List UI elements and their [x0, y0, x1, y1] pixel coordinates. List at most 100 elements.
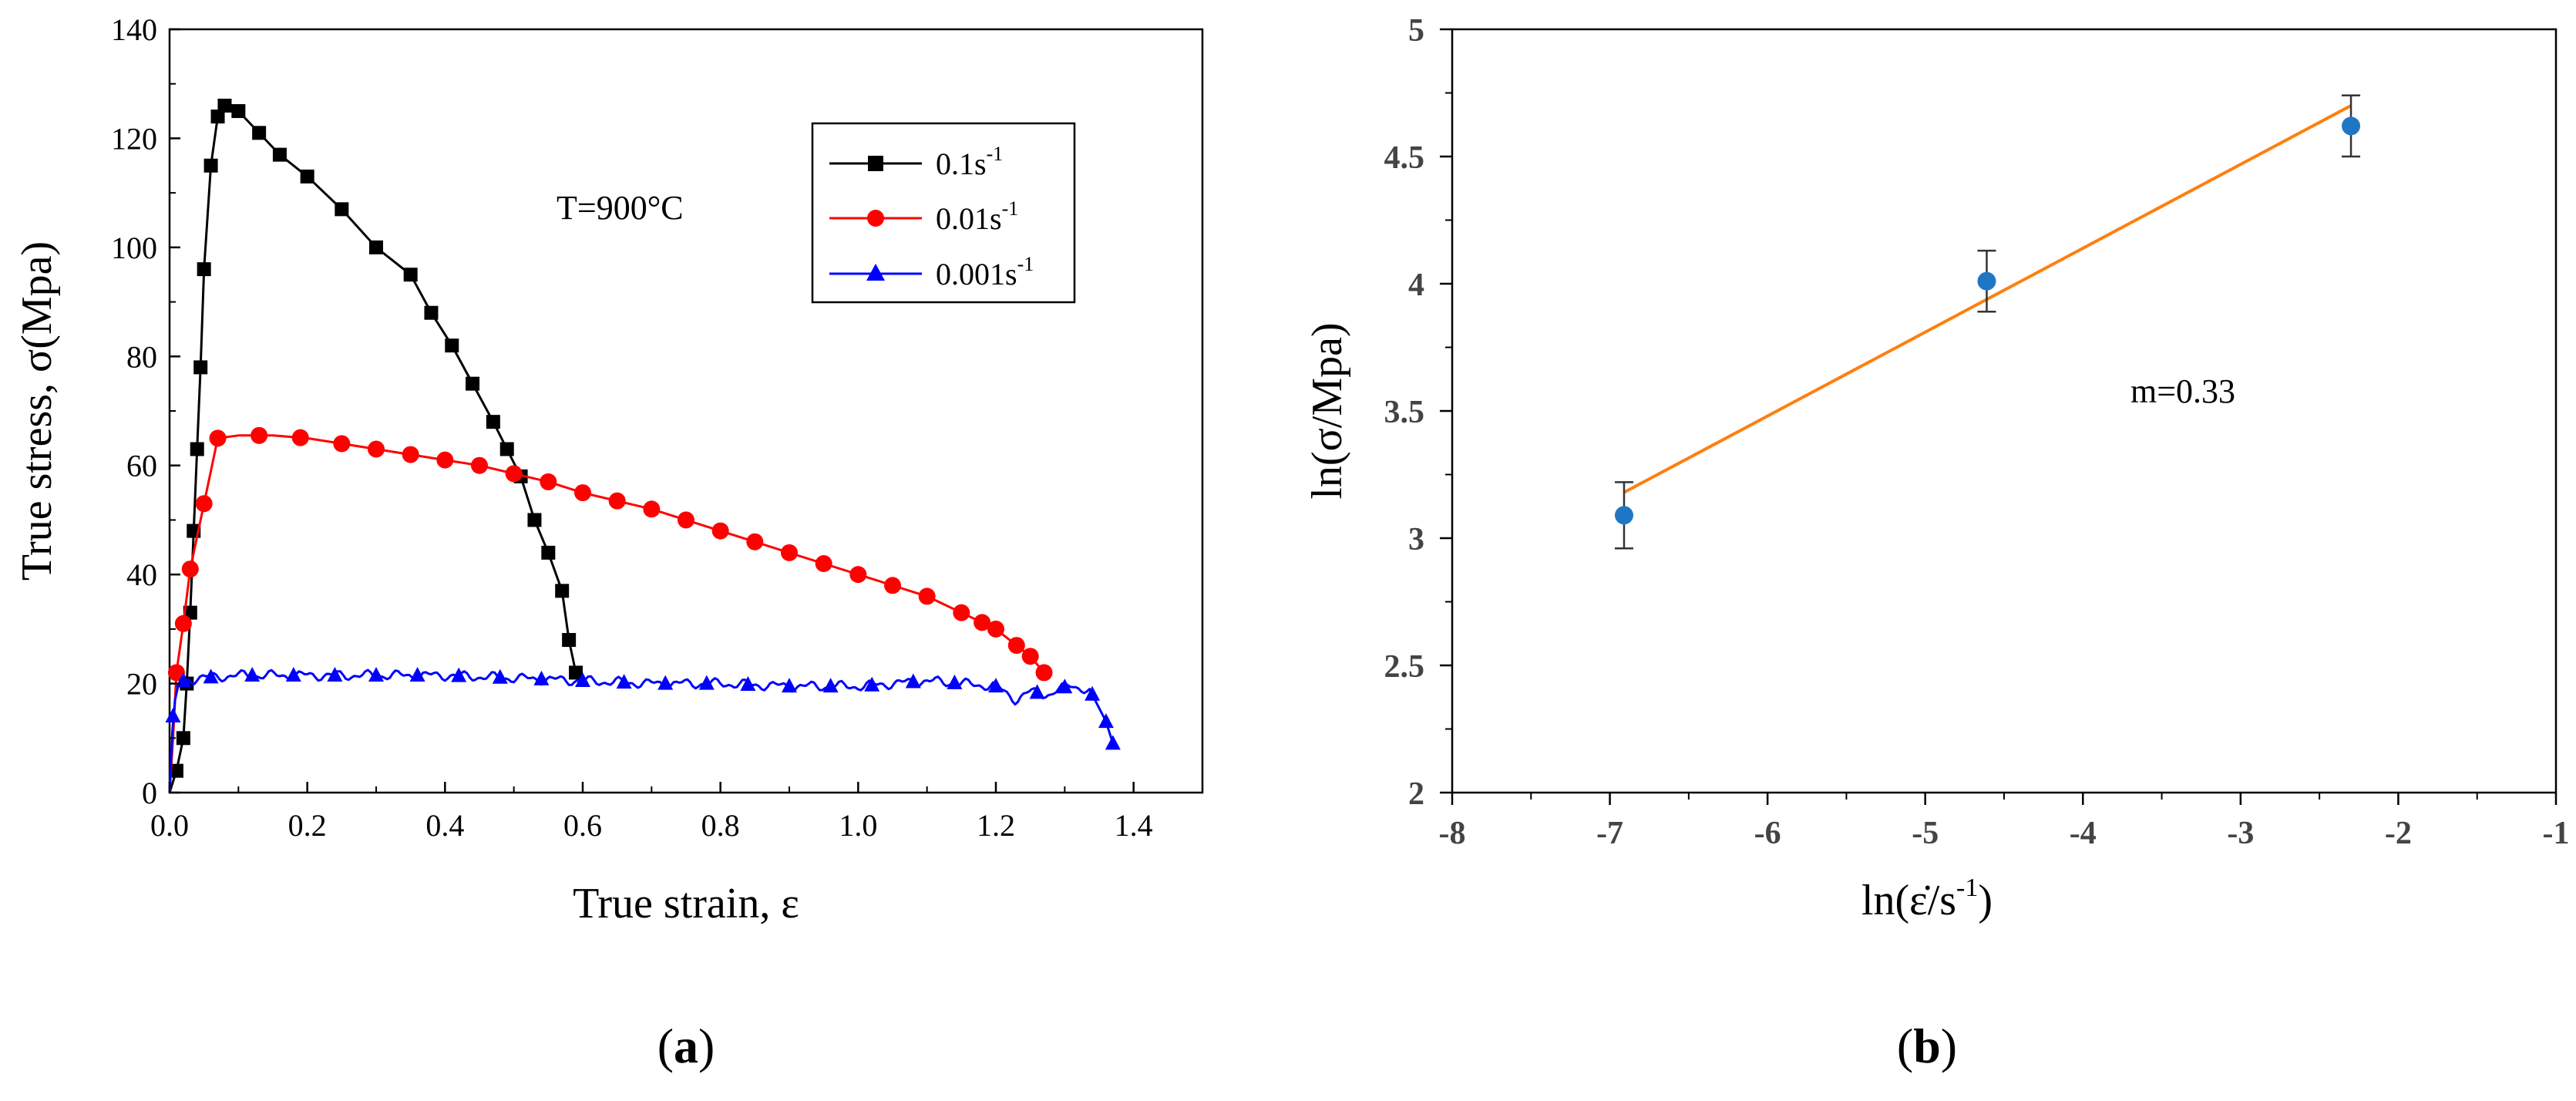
data-point-0.1	[403, 268, 418, 282]
svg-text:0.001s-1: 0.001s-1	[936, 253, 1034, 291]
data-point-0.001	[1085, 685, 1101, 701]
series-line-0.01	[168, 434, 1045, 793]
data-point-0.001	[1105, 735, 1121, 750]
x-tick-label: -5	[1912, 816, 1939, 851]
data-point-0.1	[190, 442, 204, 456]
x-tick-label: 1.4	[1115, 808, 1153, 843]
x-tick-label: -2	[2385, 816, 2412, 851]
data-point-0.01	[471, 456, 488, 474]
data-point-0.001	[1098, 713, 1114, 729]
data-point-0.001	[451, 667, 467, 682]
data-point-0.001	[575, 672, 590, 688]
data-point	[2342, 116, 2361, 136]
data-point-0.01	[167, 664, 185, 682]
data-point-0.001	[905, 673, 921, 689]
data-point	[1977, 271, 1996, 291]
data-point-0.1	[210, 109, 225, 124]
data-point-0.1	[527, 513, 542, 527]
x-tick-label: 1.0	[839, 808, 877, 843]
panel-a-letter: a	[674, 1019, 698, 1073]
data-point-0.001	[698, 675, 715, 690]
chart-b-x-axis-label-main: ln(ε̇/s	[1861, 877, 1956, 924]
data-point-0.1	[169, 763, 183, 778]
legend-label-0.001: 0.001s	[936, 257, 1017, 291]
legend-entry-0.01: 0.01s-1	[829, 197, 1018, 236]
chart-a-annotation: T=900°C	[557, 189, 684, 227]
chart-b-annotation: m=0.33	[2130, 372, 2235, 410]
legend-label-0.01: 0.01s	[936, 201, 1002, 236]
x-tick-label: 0.4	[425, 808, 464, 843]
data-point-0.001	[368, 666, 384, 682]
x-tick-label: -6	[1754, 816, 1781, 851]
data-point-0.1	[562, 633, 577, 647]
y-tick-label: 3	[1408, 522, 1424, 557]
data-point-0.001	[285, 666, 301, 682]
legend-marker-circle	[867, 210, 884, 227]
legend-sup-0.1: -1	[987, 143, 1004, 165]
data-point-0.01	[436, 451, 454, 469]
x-tick-label: -4	[2070, 816, 2097, 851]
y-tick-label: 120	[111, 121, 157, 156]
data-point-0.001	[616, 674, 632, 689]
legend-entry-0.001: 0.001s-1	[829, 253, 1034, 291]
data-point-0.001	[782, 678, 797, 693]
data-point-0.01	[209, 429, 227, 447]
y-tick-label: 100	[111, 231, 157, 265]
data-point-0.001	[492, 668, 508, 684]
chart-a-x-axis-label: True strain, ε	[573, 880, 799, 928]
panel-b-letter: b	[1913, 1019, 1941, 1073]
data-point-0.001	[657, 675, 674, 690]
data-point-0.01	[781, 544, 798, 561]
data-point-0.1	[231, 104, 246, 119]
y-tick-label: 0	[142, 776, 157, 810]
y-tick-label: 80	[126, 339, 157, 374]
chart-b-x-axis-label: ln(ε̇/s-1)	[1861, 874, 1993, 924]
data-point-0.1	[193, 360, 208, 375]
data-point-0.01	[849, 566, 867, 584]
data-point-0.001	[165, 708, 181, 722]
data-point-0.001	[409, 666, 425, 682]
data-point-0.01	[711, 522, 729, 540]
data-point-0.1	[203, 158, 218, 173]
x-tick-label: -1	[2543, 816, 2570, 851]
y-tick-label: 2	[1408, 776, 1424, 812]
x-tick-label: 0.2	[288, 808, 327, 843]
y-tick-label: 40	[126, 557, 157, 592]
data-point-0.01	[251, 426, 268, 444]
x-tick-label: -7	[1596, 816, 1623, 851]
series-line-0.1	[168, 104, 577, 793]
data-point-0.01	[181, 561, 199, 578]
data-point-0.01	[402, 446, 419, 463]
data-point-0.1	[335, 202, 349, 217]
data-point-0.001	[947, 674, 963, 689]
data-point-0.01	[815, 555, 832, 572]
series-line-0.001	[168, 668, 1113, 793]
chart-a-legend: 0.1s-1 0.01s-1 0.001s-1	[811, 122, 1076, 304]
svg-text:0.01s-1: 0.01s-1	[936, 197, 1018, 236]
legend-marker-square	[868, 156, 883, 171]
y-tick-label: 60	[126, 449, 157, 483]
chart-b-x-axis-label-sup: -1	[1956, 874, 1978, 902]
chart-a-y-axis-label: True stress, σ(Mpa)	[13, 241, 61, 581]
legend-sup-0.001: -1	[1017, 253, 1034, 275]
data-point-0.01	[746, 533, 764, 550]
chart-b-y-axis-label: ln(σ/Mpa)	[1303, 322, 1351, 499]
x-tick-label: 0.0	[150, 808, 189, 843]
svg-text:0.1s-1: 0.1s-1	[936, 143, 1003, 181]
data-point-0.01	[174, 614, 192, 632]
legend-entry-0.1: 0.1s-1	[829, 143, 1003, 181]
data-point-0.01	[884, 577, 901, 594]
x-tick-label: -3	[2227, 816, 2254, 851]
data-point-0.01	[1035, 664, 1053, 682]
data-point-0.01	[333, 435, 351, 453]
y-tick-label: 20	[126, 667, 157, 702]
y-tick-label: 2.5	[1384, 649, 1425, 685]
data-point-0.01	[1021, 648, 1039, 665]
data-point-0.001	[740, 675, 756, 691]
data-point-0.01	[505, 465, 523, 483]
data-point-0.1	[272, 147, 287, 162]
data-point-0.01	[291, 429, 309, 446]
legend-marker-triangle	[866, 264, 885, 281]
data-point-0.1	[486, 415, 500, 429]
data-point-0.1	[197, 262, 211, 277]
